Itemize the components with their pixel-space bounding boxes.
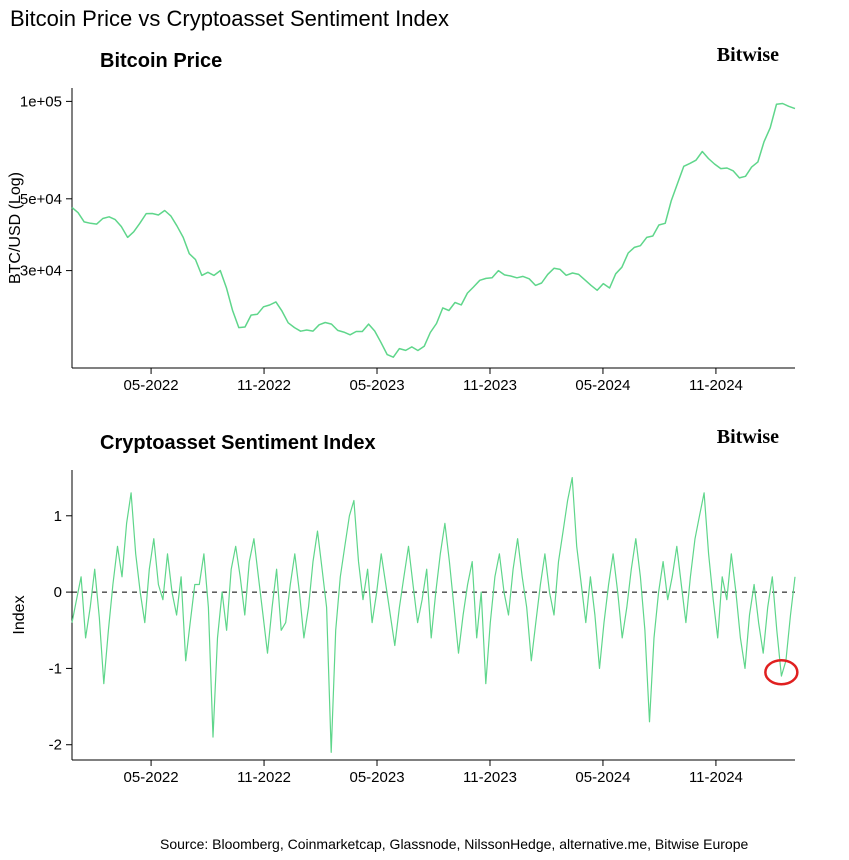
svg-text:-2: -2 (49, 737, 62, 754)
svg-text:05-2022: 05-2022 (124, 377, 179, 394)
svg-text:11-2022: 11-2022 (237, 769, 291, 786)
svg-text:11-2023: 11-2023 (463, 769, 517, 786)
svg-text:1: 1 (54, 508, 62, 525)
top-chart-svg: 3e+04 5e+04 1e+05 05-2022 11-2022 05-2023 11-2… (0, 38, 849, 418)
svg-text:11-2022: 11-2022 (237, 377, 291, 394)
bottom-chart-svg: -2 -1 0 1 05-2022 11-2022 05-2023 11-2023 05-202… (0, 420, 849, 820)
svg-text:05-2023: 05-2023 (349, 377, 404, 394)
page-title: Bitcoin Price vs Cryptoasset Sentiment I… (10, 6, 449, 32)
svg-text:3e+04: 3e+04 (20, 263, 62, 280)
svg-text:BTC/USD (Log): BTC/USD (Log) (7, 172, 24, 284)
chart-page: Bitcoin Price vs Cryptoasset Sentiment I… (0, 0, 849, 860)
top-chart-title: Bitcoin Price (100, 50, 222, 73)
source-text: Source: Bloomberg, Coinmarketcap, Glassn… (160, 836, 748, 852)
svg-text:05-2024: 05-2024 (575, 769, 630, 786)
svg-text:05-2024: 05-2024 (575, 377, 630, 394)
svg-text:5e+04: 5e+04 (20, 191, 62, 208)
svg-text:-1: -1 (49, 660, 62, 677)
bottom-chart-title: Cryptoasset Sentiment Index (100, 432, 376, 455)
brand-logo-bottom: Bitwise (717, 426, 779, 449)
svg-text:11-2024: 11-2024 (689, 377, 743, 394)
top-chart: Bitcoin Price Bitwise 3e+04 5e+04 1e+05 05-… (0, 38, 849, 418)
svg-text:1e+05: 1e+05 (20, 93, 62, 110)
svg-text:Index: Index (11, 595, 28, 634)
svg-text:0: 0 (54, 584, 62, 601)
brand-logo-top: Bitwise (717, 44, 779, 67)
bottom-chart: Cryptoasset Sentiment Index Bitwise -2 -1… (0, 420, 849, 820)
svg-text:05-2023: 05-2023 (349, 769, 404, 786)
svg-text:05-2022: 05-2022 (124, 769, 179, 786)
svg-text:11-2024: 11-2024 (689, 769, 743, 786)
svg-text:11-2023: 11-2023 (463, 377, 517, 394)
